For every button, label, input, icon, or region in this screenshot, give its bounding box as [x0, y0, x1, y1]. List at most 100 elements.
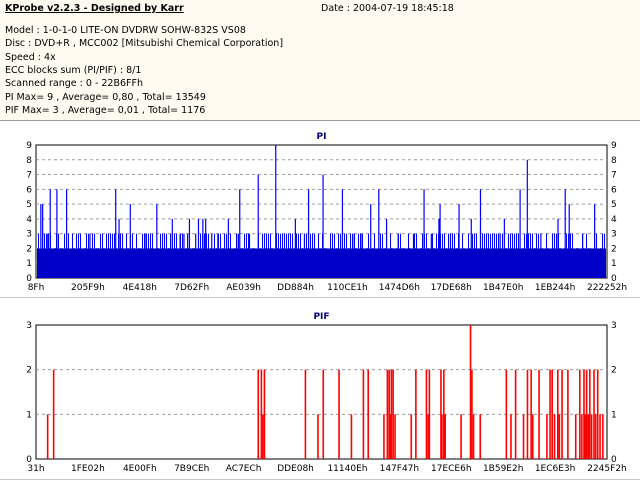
info-panel: KProbe v2.2.3 - Designed by Karr Date : …	[0, 0, 640, 121]
pif-bar	[561, 369, 563, 459]
pi-bar	[238, 233, 239, 249]
pi-peak-bar	[239, 189, 241, 249]
pi-bar	[490, 233, 491, 249]
pi-peak-bar	[42, 204, 44, 249]
pi-bar	[262, 233, 263, 249]
x-tick-label: 147F47h	[380, 464, 420, 474]
pi-bar	[112, 233, 113, 249]
x-tick-label: 7D62Fh	[174, 283, 209, 293]
x-tick-label: 1474D6h	[379, 283, 420, 293]
pi-bar	[86, 233, 87, 249]
pi-bar	[132, 233, 133, 249]
pi-bar	[218, 233, 219, 249]
pi-bar	[220, 233, 221, 249]
y-tick-label: 6	[26, 185, 32, 195]
pi-bar	[508, 233, 509, 249]
pi-peak-bar	[179, 233, 181, 249]
y-tick-label-right: 3	[611, 230, 617, 240]
pif-bar	[390, 369, 393, 459]
pi-bar	[208, 233, 209, 249]
drive-model: Model : 1-0-1-0 LITE-ON DVDRW SOHW-832S …	[5, 25, 246, 36]
pi-bar	[94, 233, 95, 249]
pi-bar	[244, 233, 245, 249]
pif-chart-panel: PIF 0 0 1 1 2 2 3 3 31h 1FE02h 4E00Fh 7B9CEh AC7ECh DD…	[0, 305, 640, 480]
pi-peak-bar	[503, 218, 505, 249]
pi-bar	[524, 233, 525, 249]
pi-bar	[206, 233, 207, 249]
pi-bar	[166, 233, 167, 249]
x-tick-label: 1EB244h	[535, 283, 575, 293]
y-tick-label: 5	[26, 200, 32, 210]
pif-bar	[594, 414, 597, 459]
pif-bar	[581, 414, 583, 459]
pi-bar	[514, 233, 515, 249]
pif-bar	[383, 414, 385, 459]
pif-bar	[427, 414, 430, 459]
x-tick-label: DD884h	[277, 283, 314, 293]
pi-peak-bar	[370, 204, 372, 249]
pi-peak-bar	[197, 218, 200, 249]
pi-bar	[122, 233, 123, 249]
pi-peak-bar	[56, 189, 58, 249]
pi-bar	[526, 233, 527, 249]
pi-bar	[200, 233, 201, 249]
pi-bar	[512, 233, 513, 249]
pif-bar	[469, 325, 472, 459]
pi-bar	[536, 233, 537, 249]
pi-peak-bar	[568, 204, 570, 249]
pi-bar	[358, 233, 359, 249]
pi-peak-bar	[202, 218, 204, 249]
x-tick-label: 4E00Fh	[123, 464, 157, 474]
pi-bar	[332, 233, 333, 249]
pi-bar	[344, 233, 345, 249]
y-tick-label-right: 7	[611, 171, 617, 181]
pi-bar	[152, 233, 153, 249]
pi-bar	[532, 233, 533, 249]
x-tick-label: 110CE1h	[327, 283, 368, 293]
pi-bar	[164, 233, 165, 249]
pi-bar	[452, 233, 453, 249]
pi-bar	[278, 233, 279, 249]
x-tick-label: 7B9CEh	[174, 464, 209, 474]
pi-bar	[136, 233, 137, 249]
y-tick-label: 0	[26, 274, 32, 284]
pi-bar	[224, 233, 225, 249]
pi-peak-bar	[118, 218, 120, 249]
pif-bar	[350, 414, 353, 459]
x-tick-label: 222252h	[587, 283, 627, 293]
pi-peak-bar	[211, 233, 213, 249]
y-tick-label-right: 8	[611, 156, 617, 166]
x-tick-label: 17ECE6h	[431, 464, 472, 474]
pi-peak-bar	[378, 189, 380, 249]
x-tick-label: 205F9h	[71, 283, 105, 293]
pi-bar	[346, 233, 347, 249]
y-tick-label: 2	[26, 366, 32, 376]
pi-bar	[284, 233, 285, 249]
y-tick-label-right: 2	[611, 366, 617, 376]
pif-bar	[367, 369, 370, 459]
y-tick-label-right: 9	[611, 141, 617, 151]
pi-bar	[286, 233, 287, 249]
pi-bar	[110, 233, 111, 249]
pi-peak-bar	[449, 233, 452, 249]
pi-bar	[76, 233, 77, 249]
pif-bar	[460, 414, 462, 459]
pif-bar	[602, 414, 604, 459]
pi-bar	[204, 233, 205, 249]
pi-bar	[214, 233, 215, 249]
pi-bar	[80, 233, 81, 249]
y-tick-label-right: 3	[611, 321, 617, 331]
y-tick-label-right: 1	[611, 410, 617, 420]
pi-bar	[120, 233, 121, 249]
pi-peak-bar	[248, 233, 251, 249]
pi-bar	[496, 233, 497, 249]
pi-peak-bar	[115, 189, 117, 249]
pi-bar	[422, 233, 423, 249]
pi-bar	[444, 233, 445, 249]
pi-bar	[290, 233, 291, 249]
pi-bar	[488, 233, 489, 249]
pi-peak-bar	[257, 174, 259, 249]
pi-bar	[100, 233, 101, 249]
pif-bar	[557, 369, 559, 459]
pi-bar	[318, 233, 319, 249]
